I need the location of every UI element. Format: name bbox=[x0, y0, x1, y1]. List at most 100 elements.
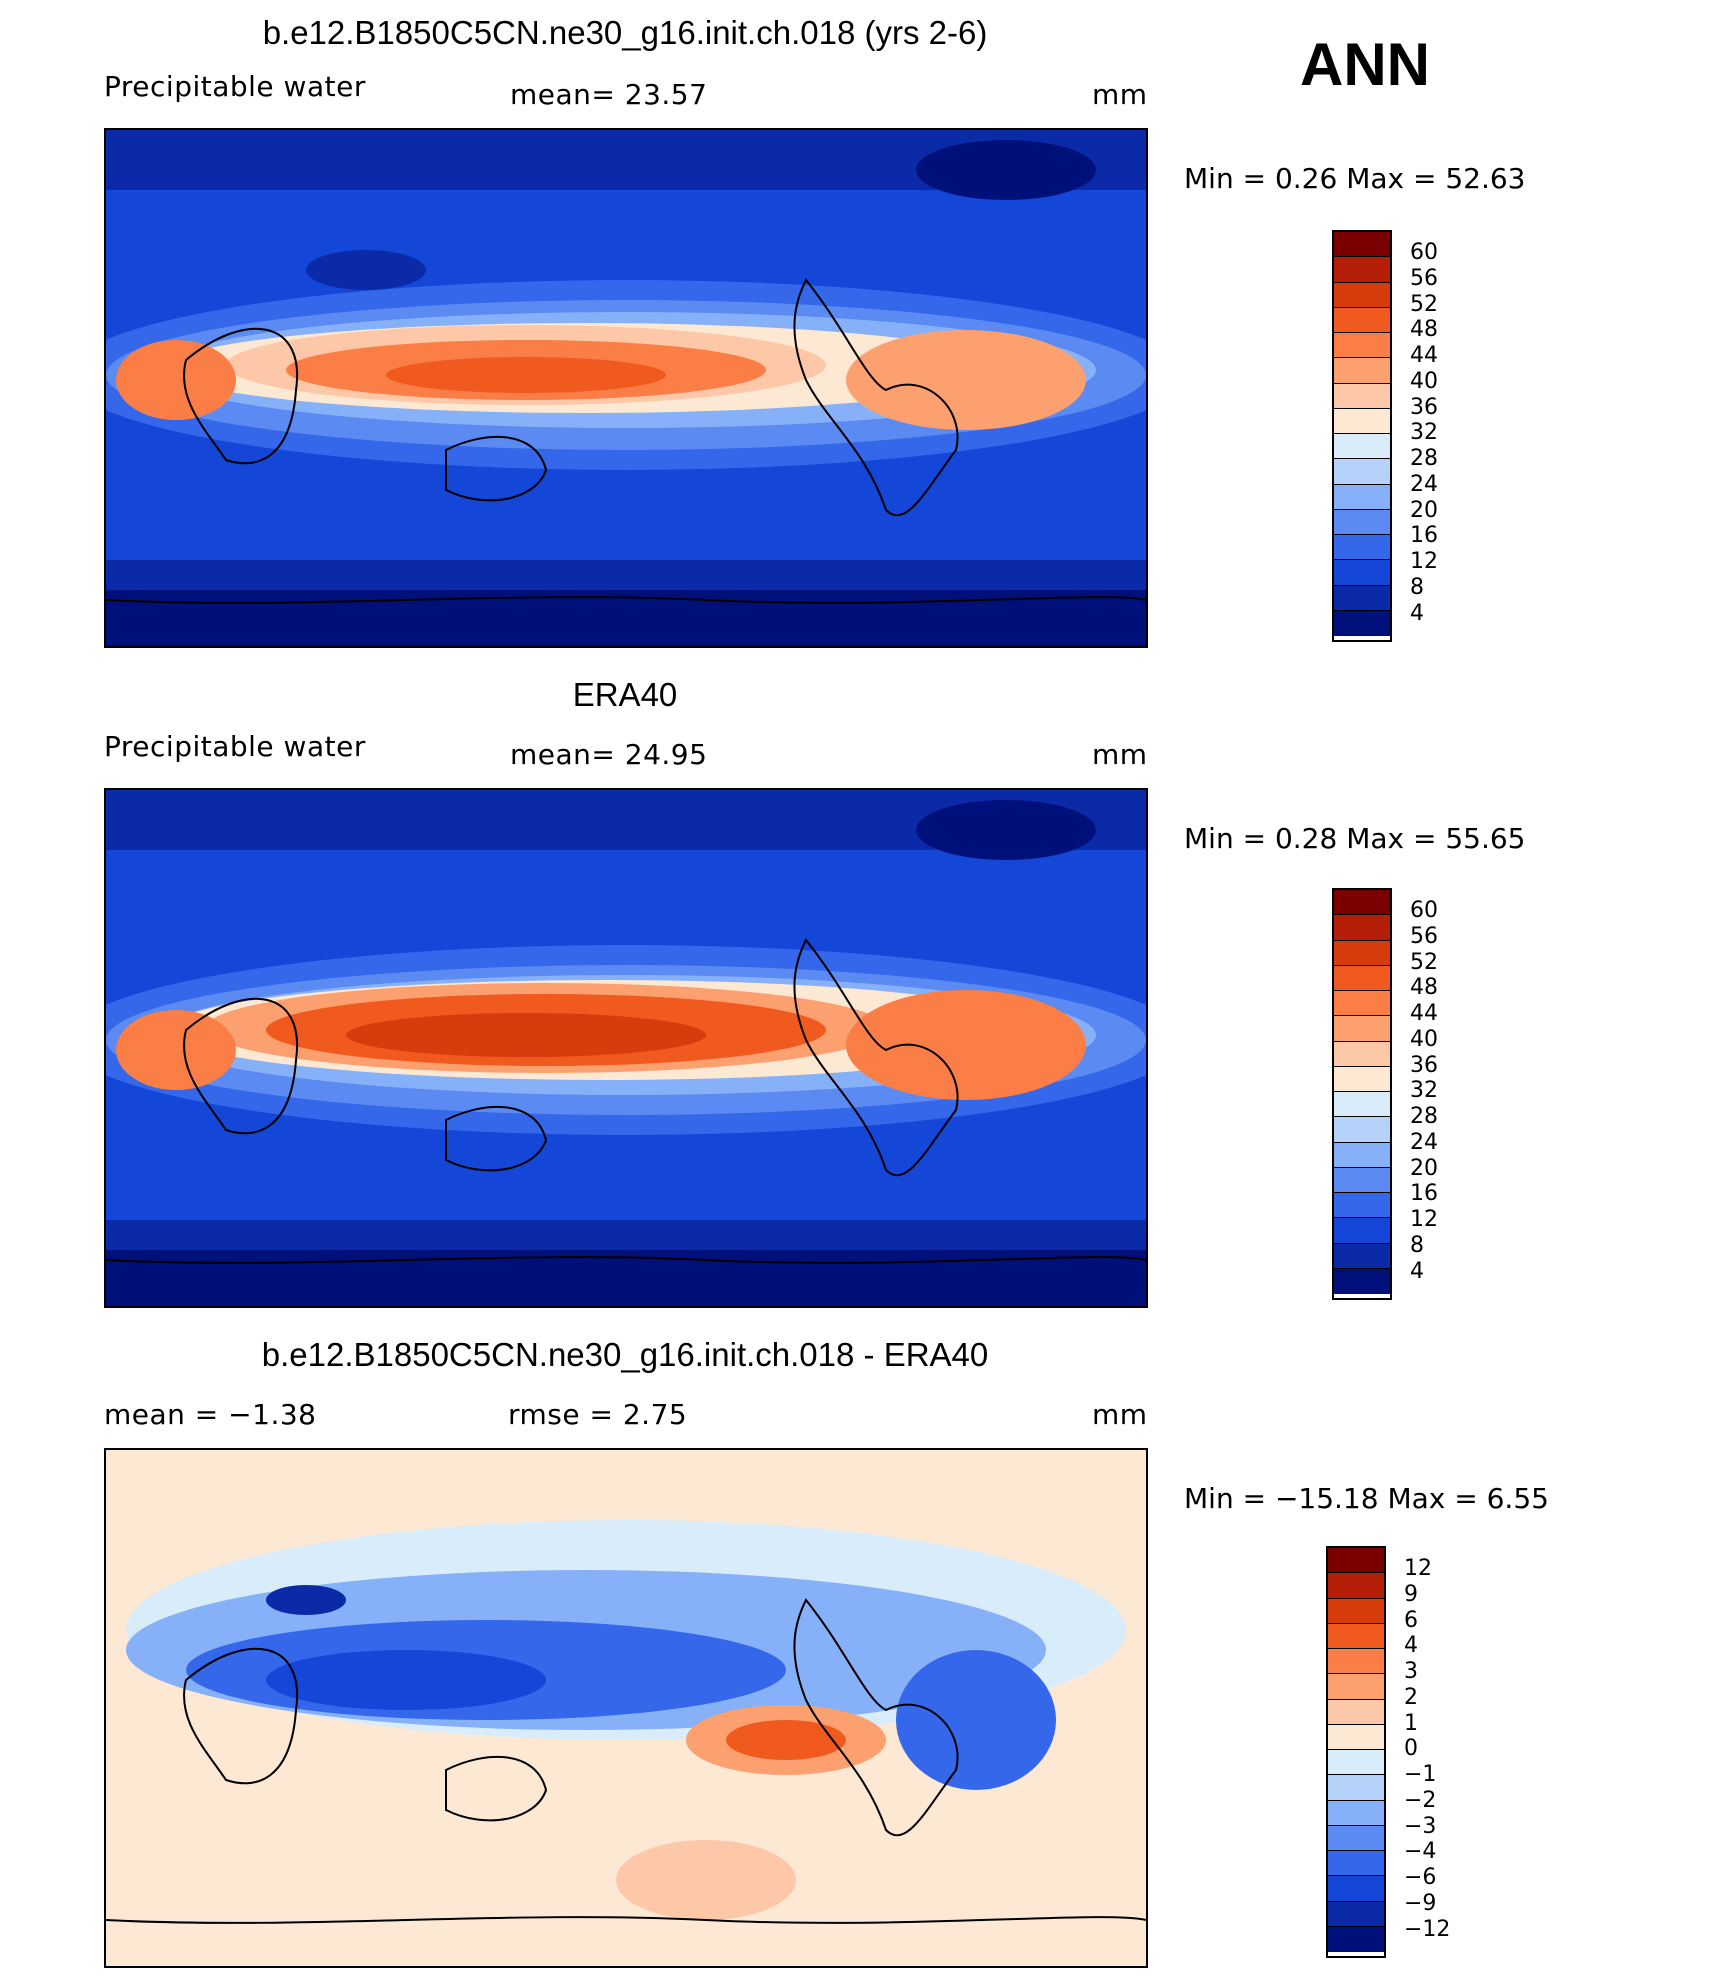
colorbar-tick-label: 28 bbox=[1410, 446, 1438, 471]
colorbar-swatch bbox=[1328, 1573, 1384, 1599]
colorbar-tick-label: 48 bbox=[1410, 975, 1438, 1001]
colorbar-tick-label: 8 bbox=[1410, 1232, 1424, 1258]
colorbar-swatch bbox=[1334, 358, 1390, 384]
colorbar-tick-label: 4 bbox=[1410, 1258, 1424, 1284]
panel1-map bbox=[104, 128, 1148, 648]
colorbar-tick-label: 12 bbox=[1410, 1207, 1438, 1232]
colorbar-tick-label: 60 bbox=[1410, 240, 1438, 265]
colorbar-swatch bbox=[1334, 307, 1390, 333]
colorbar-swatch bbox=[1334, 1167, 1390, 1193]
panel2-colorbar-swatches bbox=[1332, 888, 1392, 1300]
colorbar-swatch bbox=[1334, 484, 1390, 510]
panel3-colorbar-swatches bbox=[1326, 1546, 1386, 1958]
colorbar-tick-label: −12 bbox=[1404, 1916, 1451, 1942]
colorbar-swatch bbox=[1328, 1598, 1384, 1624]
colorbar-swatch bbox=[1334, 232, 1390, 258]
colorbar-tick-label: 52 bbox=[1410, 291, 1438, 317]
colorbar-tick-label: 48 bbox=[1410, 317, 1438, 343]
panel2-units: mm bbox=[1092, 738, 1148, 771]
panel1-units: mm bbox=[1092, 78, 1148, 111]
colorbar-swatch bbox=[1334, 459, 1390, 485]
colorbar-tick-label: −2 bbox=[1404, 1787, 1437, 1813]
colorbar-tick-label: 44 bbox=[1410, 343, 1438, 368]
colorbar-swatch bbox=[1334, 1016, 1390, 1042]
colorbar-swatch bbox=[1334, 1268, 1390, 1294]
colorbar-tick-label: −4 bbox=[1404, 1839, 1437, 1865]
colorbar-swatch bbox=[1334, 965, 1390, 991]
colorbar-tick-label: 40 bbox=[1410, 1026, 1438, 1052]
colorbar-swatch bbox=[1328, 1926, 1384, 1952]
colorbar-swatch bbox=[1334, 1243, 1390, 1269]
colorbar-swatch bbox=[1328, 1901, 1384, 1927]
colorbar-tick-label: 32 bbox=[1410, 420, 1438, 446]
panel3-title: b.e12.B1850C5CN.ne30_g16.init.ch.018 - E… bbox=[261, 1336, 989, 1373]
colorbar-swatch bbox=[1334, 890, 1390, 916]
colorbar-tick-label: 32 bbox=[1410, 1078, 1438, 1104]
colorbar-tick-label: 20 bbox=[1410, 497, 1438, 523]
colorbar-tick-label: 4 bbox=[1410, 600, 1424, 626]
panel2-mean: mean= 24.95 bbox=[510, 738, 708, 771]
season-label: ANN bbox=[1300, 31, 1430, 98]
colorbar-swatch bbox=[1334, 434, 1390, 460]
colorbar-tick-label: 36 bbox=[1410, 394, 1438, 420]
colorbar-tick-label: 28 bbox=[1410, 1104, 1438, 1129]
colorbar-swatch bbox=[1328, 1800, 1384, 1826]
colorbar-swatch bbox=[1328, 1649, 1384, 1675]
colorbar-tick-label: 44 bbox=[1410, 1001, 1438, 1026]
panel2-minmax: Min = 0.28 Max = 55.65 bbox=[1184, 822, 1526, 855]
colorbar-tick-label: 60 bbox=[1410, 898, 1438, 923]
colorbar-tick-label: 20 bbox=[1410, 1155, 1438, 1181]
colorbar-tick-label: −3 bbox=[1404, 1813, 1437, 1839]
colorbar-tick-label: −6 bbox=[1404, 1865, 1437, 1890]
colorbar-tick-label: 56 bbox=[1410, 265, 1438, 291]
colorbar-tick-label: 1 bbox=[1404, 1710, 1418, 1736]
colorbar-swatch bbox=[1334, 610, 1390, 636]
colorbar-swatch bbox=[1334, 560, 1390, 586]
colorbar-swatch bbox=[1334, 408, 1390, 434]
panel1-map-field bbox=[106, 130, 1146, 646]
colorbar-swatch bbox=[1334, 1041, 1390, 1067]
colorbar-swatch bbox=[1334, 585, 1390, 611]
colorbar-swatch bbox=[1334, 383, 1390, 409]
colorbar-swatch bbox=[1328, 1775, 1384, 1801]
colorbar-tick-label: 9 bbox=[1404, 1581, 1418, 1607]
colorbar-swatch bbox=[1328, 1851, 1384, 1877]
colorbar-tick-label: 52 bbox=[1410, 949, 1438, 975]
colorbar-tick-label: 4 bbox=[1404, 1633, 1418, 1659]
colorbar-swatch bbox=[1328, 1724, 1384, 1750]
colorbar-tick-label: 24 bbox=[1410, 1129, 1438, 1155]
colorbar-tick-label: 2 bbox=[1404, 1684, 1418, 1710]
colorbar-swatch bbox=[1334, 535, 1390, 561]
colorbar-swatch bbox=[1328, 1876, 1384, 1902]
colorbar-tick-label: 8 bbox=[1410, 574, 1424, 600]
panel1-colorbar-swatches bbox=[1332, 230, 1392, 642]
colorbar-swatch bbox=[1334, 1066, 1390, 1092]
panel3-rmse: rmse = 2.75 bbox=[508, 1398, 688, 1431]
colorbar-tick-label: 36 bbox=[1410, 1052, 1438, 1078]
colorbar-swatch bbox=[1328, 1674, 1384, 1700]
colorbar-tick-label: 16 bbox=[1410, 1181, 1438, 1207]
colorbar-swatch bbox=[1334, 257, 1390, 283]
panel2-map bbox=[104, 788, 1148, 1308]
panel1-minmax: Min = 0.26 Max = 52.63 bbox=[1184, 162, 1526, 195]
colorbar-swatch bbox=[1328, 1750, 1384, 1776]
panel3-minmax: Min = −15.18 Max = 6.55 bbox=[1184, 1482, 1549, 1515]
panel1-variable: Precipitable water bbox=[104, 70, 366, 103]
colorbar-swatch bbox=[1334, 991, 1390, 1017]
colorbar-swatch bbox=[1334, 1193, 1390, 1219]
colorbar-swatch bbox=[1334, 509, 1390, 535]
colorbar-tick-label: 56 bbox=[1410, 923, 1438, 949]
panel3-mean: mean = −1.38 bbox=[104, 1398, 317, 1431]
panel3-units: mm bbox=[1092, 1398, 1148, 1431]
colorbar-swatch bbox=[1328, 1825, 1384, 1851]
colorbar-swatch bbox=[1334, 282, 1390, 308]
colorbar-swatch bbox=[1334, 1117, 1390, 1143]
colorbar-swatch bbox=[1328, 1623, 1384, 1649]
colorbar-swatch bbox=[1334, 940, 1390, 966]
panel3-map bbox=[104, 1448, 1148, 1968]
colorbar-tick-label: 40 bbox=[1410, 368, 1438, 394]
panel2-title: ERA40 bbox=[572, 676, 678, 713]
colorbar-tick-label: 0 bbox=[1404, 1736, 1418, 1762]
colorbar-swatch bbox=[1334, 1218, 1390, 1244]
colorbar-tick-label: 3 bbox=[1404, 1659, 1418, 1684]
